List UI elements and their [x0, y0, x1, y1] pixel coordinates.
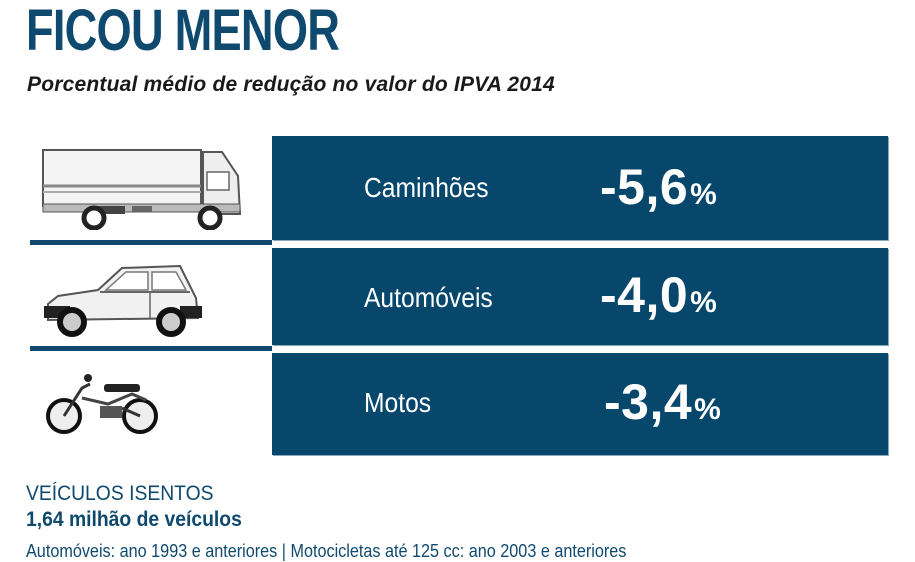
panel-caminhoes: Caminhões -5,6% — [272, 136, 888, 240]
car-icon — [44, 264, 202, 337]
chart-title: FICOU MENOR — [26, 0, 340, 63]
motorcycle-icon — [46, 374, 158, 434]
chart-subtitle: Porcentual médio de redução no valor do … — [27, 73, 555, 96]
exempt-heading: VEÍCULOS ISENTOS — [26, 482, 214, 505]
row-label: Automóveis — [364, 282, 493, 313]
row-label: Motos — [364, 387, 432, 418]
row-value: -4,0% — [600, 267, 718, 323]
panel-automoveis: Automóveis -4,0% — [272, 248, 888, 345]
exempt-summary: 1,64 milhão de veículos — [26, 508, 242, 531]
row-value: -3,4% — [604, 374, 722, 430]
row-label: Caminhões — [364, 172, 489, 203]
row-divider — [30, 346, 272, 351]
exempt-note: Automóveis: ano 1993 e anteriores | Moto… — [26, 541, 627, 561]
truck-icon — [42, 149, 242, 230]
panel-motos: Motos -3,4% — [272, 353, 888, 455]
row-value: -5,6% — [600, 159, 718, 215]
row-divider — [30, 240, 272, 245]
